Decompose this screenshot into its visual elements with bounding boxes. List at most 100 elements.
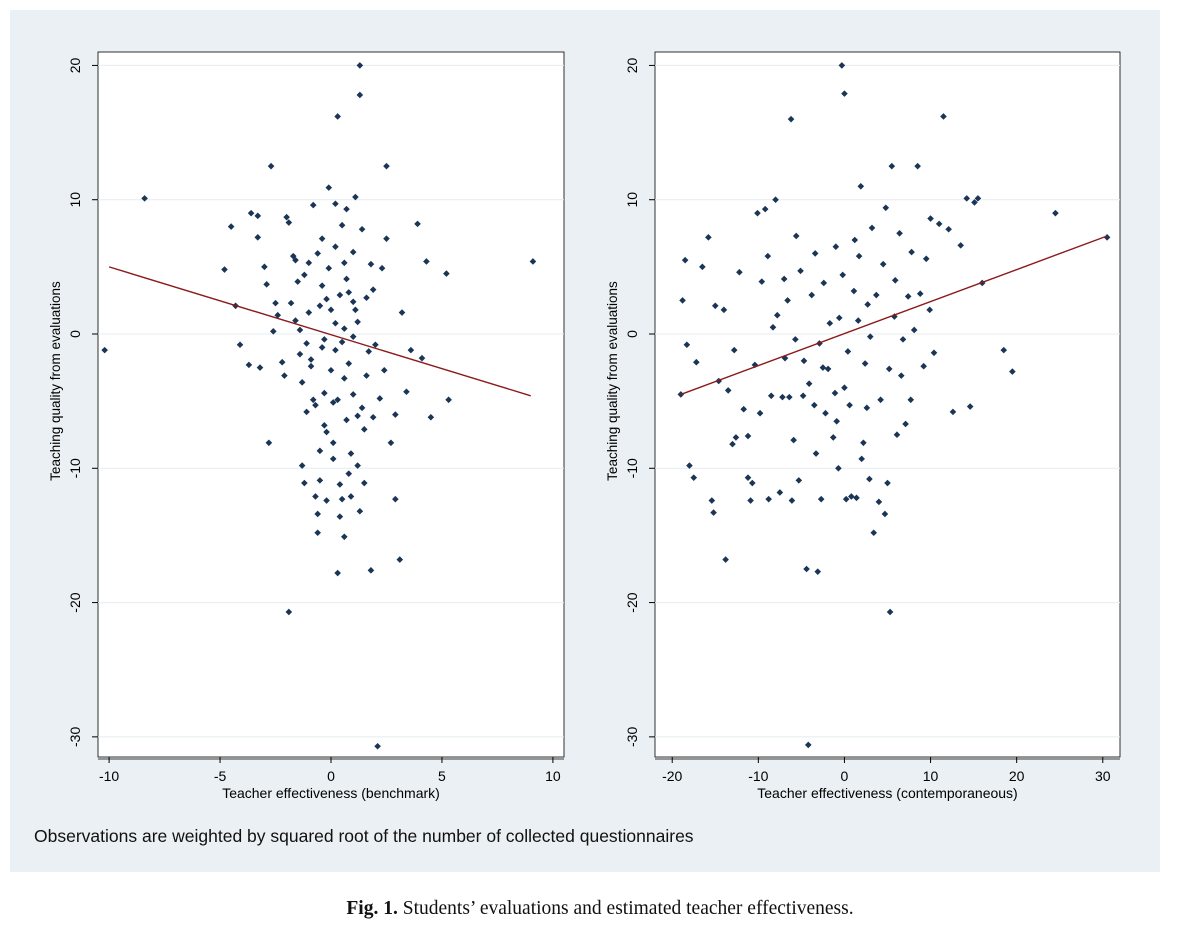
plot-area-left [97, 51, 565, 758]
x-tick-label-left: 10 [545, 768, 561, 784]
scatter-point-right [800, 357, 808, 365]
scatter-point-left [321, 389, 328, 397]
scatter-point-left [329, 439, 337, 447]
scatter-point-left [314, 510, 321, 518]
scatter-point-left [323, 428, 330, 436]
scatter-point-left [343, 205, 350, 213]
scatter-point-right [940, 113, 947, 120]
scatter-point-right [795, 477, 803, 484]
scatter-point-left [407, 346, 415, 354]
scatter-point-right [679, 297, 686, 304]
scatter-point-left [358, 225, 366, 233]
scatter-point-right [907, 396, 915, 404]
scatter-point-right [841, 90, 848, 97]
scatter-point-left [363, 294, 370, 302]
scatter-point-left [332, 243, 339, 251]
scatter-point-left [414, 220, 421, 228]
scatter-point-left [383, 235, 390, 242]
x-tick-label-right: 20 [1009, 768, 1025, 784]
scatter-point-left [341, 325, 348, 332]
scatter-point-right [708, 497, 716, 504]
scatter-point-left [296, 350, 304, 358]
scatter-point-left [380, 366, 388, 374]
scatter-point-right [857, 182, 865, 190]
scatter-point-right [957, 242, 964, 249]
scatter-point-right [863, 404, 871, 412]
scatter-point-right [877, 396, 884, 404]
scatter-point-right [799, 392, 807, 400]
scatter-point-right [853, 494, 860, 502]
scatter-point-left [309, 201, 317, 209]
scatter-point-left [274, 311, 282, 319]
scatter-point-left [427, 413, 435, 421]
scatter-point-left [281, 372, 288, 379]
scatter-point-left [332, 200, 339, 208]
scatter-point-right [829, 434, 837, 441]
scatter-point-right [786, 393, 793, 401]
x-axis-title-right: Teacher effectiveness (contemporaneous) [757, 785, 1017, 801]
scatter-point-left [345, 470, 353, 477]
scatter-point-left [336, 513, 344, 520]
scatter-point-right [761, 205, 769, 213]
scatter-point-left [270, 328, 277, 335]
scatter-point-right [884, 479, 891, 487]
scatter-point-left [265, 439, 273, 447]
scatter-point-left [314, 529, 321, 537]
scatter-point-right [879, 260, 887, 268]
scatter-point-right [769, 323, 777, 331]
scatter-point-right [804, 741, 812, 749]
scatter-point-right [833, 417, 840, 425]
scatter-point-left [360, 479, 368, 487]
scatter-point-left [329, 455, 337, 463]
scatter-point-right [764, 252, 772, 260]
scatter-point-right [846, 401, 853, 409]
scatter-point-right [720, 306, 728, 314]
scatter-point-left [314, 250, 321, 257]
scatter-point-left [367, 567, 375, 574]
scatter-point-right [819, 364, 827, 371]
x-tick-label-left: 0 [327, 768, 335, 784]
scatter-point-left [256, 364, 264, 371]
scatter-point-right [765, 495, 772, 503]
scatter-point-right [851, 236, 859, 244]
y-tick-label-left: 0 [67, 330, 83, 338]
scatter-point-right [868, 224, 876, 232]
scatter-point-right [875, 498, 883, 506]
scatter-point-left [369, 413, 377, 421]
scatter-point-left [261, 263, 268, 271]
scatter-point-right [838, 62, 846, 69]
scatter-point-right [935, 220, 943, 228]
y-tick-label-right: 0 [624, 330, 640, 338]
scatter-point-left [332, 319, 339, 327]
scatter-point-left [363, 372, 370, 379]
scatter-point-right [897, 372, 905, 379]
y-axis-title-right: Teaching quality from evaluations [605, 281, 620, 481]
scatter-point-right [971, 199, 978, 206]
figure-caption: Fig. 1. Students’ evaluations and estima… [0, 898, 1200, 920]
scatter-point-left [445, 396, 452, 404]
y-tick-label-right: -20 [624, 592, 640, 612]
scatter-point-right [930, 349, 938, 357]
scatter-point-right [835, 314, 843, 322]
scatter-point-right [861, 360, 869, 367]
y-tick-label-left: 10 [67, 192, 83, 208]
scatter-point-left [323, 295, 330, 303]
scatter-point-left [349, 333, 357, 340]
scatter-point-right [1103, 234, 1111, 241]
scatter-point-left [227, 223, 235, 230]
scatter-point-right [776, 489, 784, 496]
scatter-point-right [699, 263, 706, 271]
scatter-point-right [811, 250, 819, 257]
scatter-point-right [974, 195, 982, 202]
scatter-point-right [729, 440, 736, 448]
scatter-point-left [354, 412, 361, 420]
scatter-point-right [693, 358, 700, 366]
scatter-point-left [312, 493, 319, 500]
figure-label: Fig. 1. [346, 898, 398, 919]
scatter-point-left [303, 408, 310, 416]
scatter-point-left [352, 193, 359, 201]
scatter-point-right [803, 565, 810, 573]
scatter-point-left [360, 426, 368, 433]
scatter-point-left [263, 281, 270, 288]
scatter-point-right [754, 209, 761, 217]
